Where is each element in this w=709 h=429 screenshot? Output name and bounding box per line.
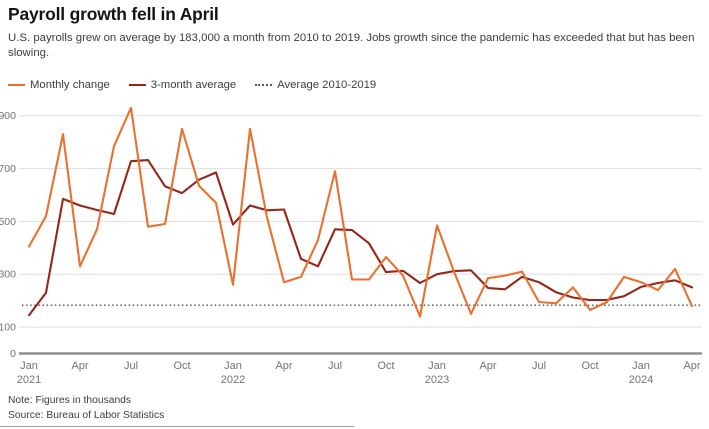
svg-text:Apr: Apr	[479, 360, 496, 372]
legend-label: Average 2010-2019	[277, 79, 377, 91]
svg-text:Apr: Apr	[683, 360, 700, 372]
svg-text:0: 0	[10, 348, 16, 360]
chart-footnotes: Note: Figures in thousands Source: Burea…	[8, 393, 164, 424]
svg-text:Jan: Jan	[632, 360, 650, 372]
svg-text:Jul: Jul	[124, 360, 138, 372]
chart-note: Note: Figures in thousands	[8, 395, 132, 406]
legend-item-average-2010-2019: Average 2010-2019	[255, 79, 376, 91]
chart-legend: Monthly change 3-month average Average 2…	[8, 79, 376, 91]
svg-text:300: 300	[0, 269, 16, 281]
svg-text:Jul: Jul	[532, 360, 546, 372]
svg-text:500: 500	[0, 216, 16, 228]
monthly-change-line-icon	[8, 84, 25, 86]
svg-text:Apr: Apr	[275, 360, 292, 372]
svg-text:Jan: Jan	[20, 360, 38, 372]
svg-text:Oct: Oct	[173, 360, 190, 372]
svg-text:100: 100	[0, 322, 16, 334]
svg-text:2021: 2021	[17, 374, 41, 386]
svg-text:Oct: Oct	[377, 360, 394, 372]
svg-text:2022: 2022	[221, 374, 245, 386]
svg-text:Jan: Jan	[428, 360, 446, 372]
svg-text:Jul: Jul	[328, 360, 342, 372]
svg-text:Apr: Apr	[71, 360, 88, 372]
svg-text:2024: 2024	[629, 374, 653, 386]
bottom-divider	[0, 426, 354, 427]
chart-source: Source: Bureau of Labor Statistics	[8, 410, 165, 422]
legend-item-monthly-change: Monthly change	[8, 79, 110, 91]
chart-subtitle: U.S. payrolls grew on average by 183,000…	[8, 32, 695, 60]
page-title: Payroll growth fell in April	[8, 4, 219, 24]
legend-item-3-month-average: 3-month average	[128, 79, 237, 91]
legend-label: 3-month average	[150, 79, 237, 91]
svg-text:Jan: Jan	[224, 360, 242, 372]
svg-text:700: 700	[0, 163, 16, 175]
average-dotted-line-icon	[255, 84, 273, 86]
svg-text:Oct: Oct	[581, 360, 598, 372]
legend-label: Monthly change	[30, 79, 110, 91]
svg-text:900: 900	[0, 110, 16, 122]
three-month-average-line-icon	[128, 84, 146, 86]
svg-text:2023: 2023	[425, 374, 449, 386]
